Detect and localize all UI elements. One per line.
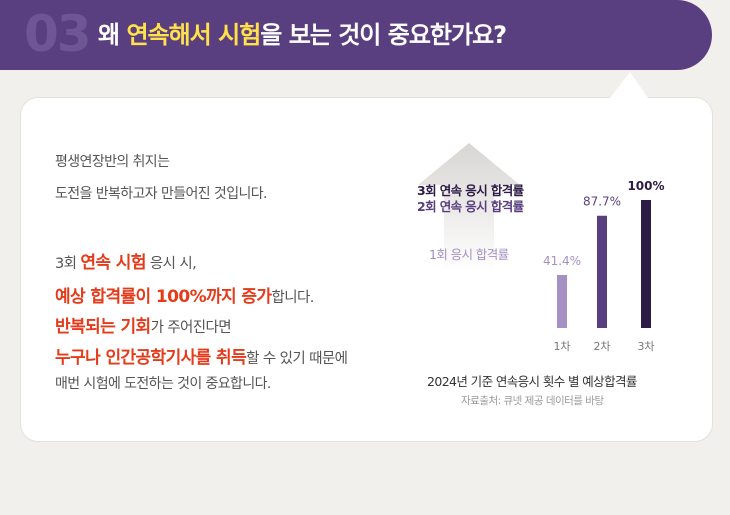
category-label-3차: 3차 (637, 340, 654, 353)
chart-canvas: 41.4% 1차 87.7% 2차 100% 3차 (543, 179, 665, 353)
category-label-2차: 2차 (593, 340, 610, 353)
line6-suffix: 할 수 있기 때문에 (246, 351, 348, 367)
body-line-4: 예상 합격률이 100%까지 증가합니다. (55, 282, 314, 307)
section-title: 왜 연속해서 시험을 보는 것이 중요한가요? (98, 18, 507, 52)
body-line-7: 매번 시험에 도전하는 것이 중요합니다. (55, 376, 271, 392)
chart-caption: 2024년 기준 연속응시 횟수 별 예상합격률 (427, 374, 637, 389)
body-line-5: 반복되는 기회가 주어진다면 (55, 312, 232, 337)
body-line-6: 누구나 인간공학기사를 취득할 수 있기 때문에 (55, 343, 348, 368)
pass-rate-chart: 41.4% 1차 87.7% 2차 100% 3차 (530, 170, 670, 360)
bar-2차 (597, 215, 607, 328)
line3-suffix: 응시 시, (145, 256, 197, 272)
line3-prefix: 3회 (55, 256, 81, 272)
speech-bubble-tail (610, 72, 648, 98)
body-line-1: 평생연장반의 취지는 (55, 154, 170, 170)
line5-suffix: 가 주어진다면 (150, 320, 232, 336)
section-header: 03 왜 연속해서 시험을 보는 것이 중요한가요? (0, 0, 712, 70)
value-label-2차: 87.7% (583, 195, 621, 209)
title-highlight: 연속해서 시험 (126, 21, 261, 49)
chart-source: 자료출처: 큐넷 제공 데이터를 바탕 (461, 395, 604, 407)
bar-1차 (557, 275, 567, 328)
bar-3차 (641, 200, 651, 328)
legend-second-attempt: 2회 연속 응시 합격률 (417, 199, 524, 214)
line6-emphasis: 누구나 인간공학기사를 취득 (55, 348, 247, 368)
body-line-2: 도전을 반복하고자 만들어진 것입니다. (55, 186, 267, 202)
title-prefix: 왜 (98, 21, 127, 49)
value-label-1차: 41.4% (543, 254, 581, 268)
section-number: 03 (24, 5, 92, 63)
line4-emphasis: 예상 합격률이 100%까지 증가 (55, 287, 272, 307)
line3-emphasis: 연속 시험 (80, 253, 146, 273)
line5-emphasis: 반복되는 기회 (55, 317, 151, 337)
value-label-3차: 100% (627, 179, 664, 193)
title-suffix: 을 보는 것이 중요한가요? (260, 21, 507, 49)
category-label-1차: 1차 (553, 340, 570, 353)
up-arrow-icon (418, 143, 520, 273)
legend-third-attempt: 3회 연속 응시 합격률 (417, 183, 524, 198)
line4-suffix: 합니다. (271, 290, 314, 306)
body-line-3: 3회 연속 시험 응시 시, (55, 248, 197, 273)
legend-first-attempt: 1회 응시 합격률 (429, 247, 509, 262)
